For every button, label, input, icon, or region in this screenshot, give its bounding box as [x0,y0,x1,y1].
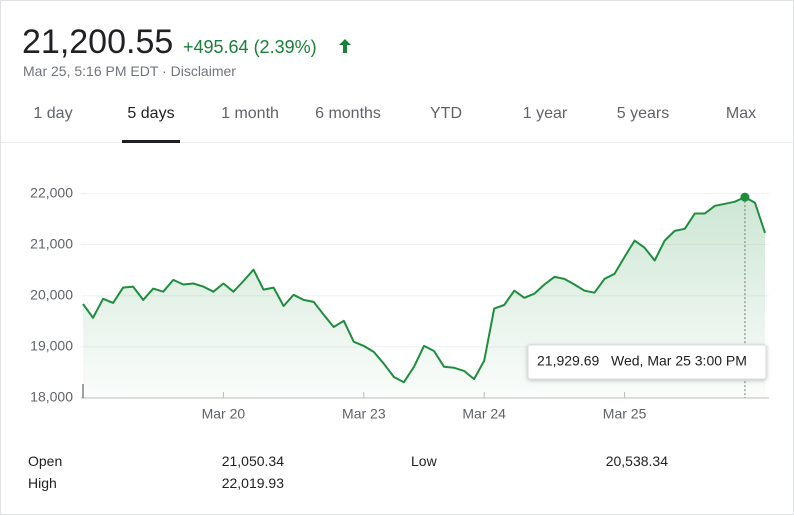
y-tick-label: 20,000 [30,286,73,302]
y-tick-label: 18,000 [30,389,73,405]
tab[interactable]: 1 month [221,105,279,122]
price-change: +495.64 (2.39%) [183,37,317,57]
tab[interactable]: 5 years [616,105,670,122]
x-tick-label: Mar 24 [462,406,506,422]
tooltip-value: 21,929.69 [537,353,599,369]
subtitle: Mar 25, 5:16 PM EDT · Disclaimer [23,63,236,79]
timestamp: Mar 25, 5:16 PM EDT [23,63,159,79]
stat-value: 22,019.93 [221,475,284,491]
tooltip-box [527,344,767,380]
stat-name: High [28,475,57,491]
stat-name: Low [411,453,437,469]
stat-name: Open [28,453,63,469]
tab[interactable]: Max [725,105,757,122]
x-tick-label: Mar 25 [603,406,647,422]
stat-value: 20,538.34 [605,453,668,469]
disclaimer-link[interactable]: Disclaimer [170,63,236,79]
x-tick-label: Mar 20 [202,406,246,422]
tab[interactable]: 6 months [315,105,381,122]
tab[interactable]: YTD [430,105,462,122]
y-tick-label: 21,000 [30,235,73,251]
hover-point [740,192,750,202]
chart: 18,000 19,000 20,000 21,000 22,000 Mar 20 Mar … [30,184,769,422]
tab-divider [1,142,793,143]
price-line [82,196,766,384]
x-tick-label: Mar 23 [342,406,386,422]
tab[interactable]: 1 day [33,105,73,122]
y-tick-label: 22,000 [30,184,73,200]
tab[interactable]: 1 year [522,105,568,122]
tooltip-date: Wed, Mar 25 3:00 PM [611,353,747,369]
y-tick-label: 19,000 [30,338,73,354]
stat-value: 21,050.34 [221,453,284,469]
tab-underline [122,140,180,143]
up-arrow [339,39,351,53]
tab[interactable]: 5 days [127,105,175,122]
price: 21,200.55 [22,23,174,61]
